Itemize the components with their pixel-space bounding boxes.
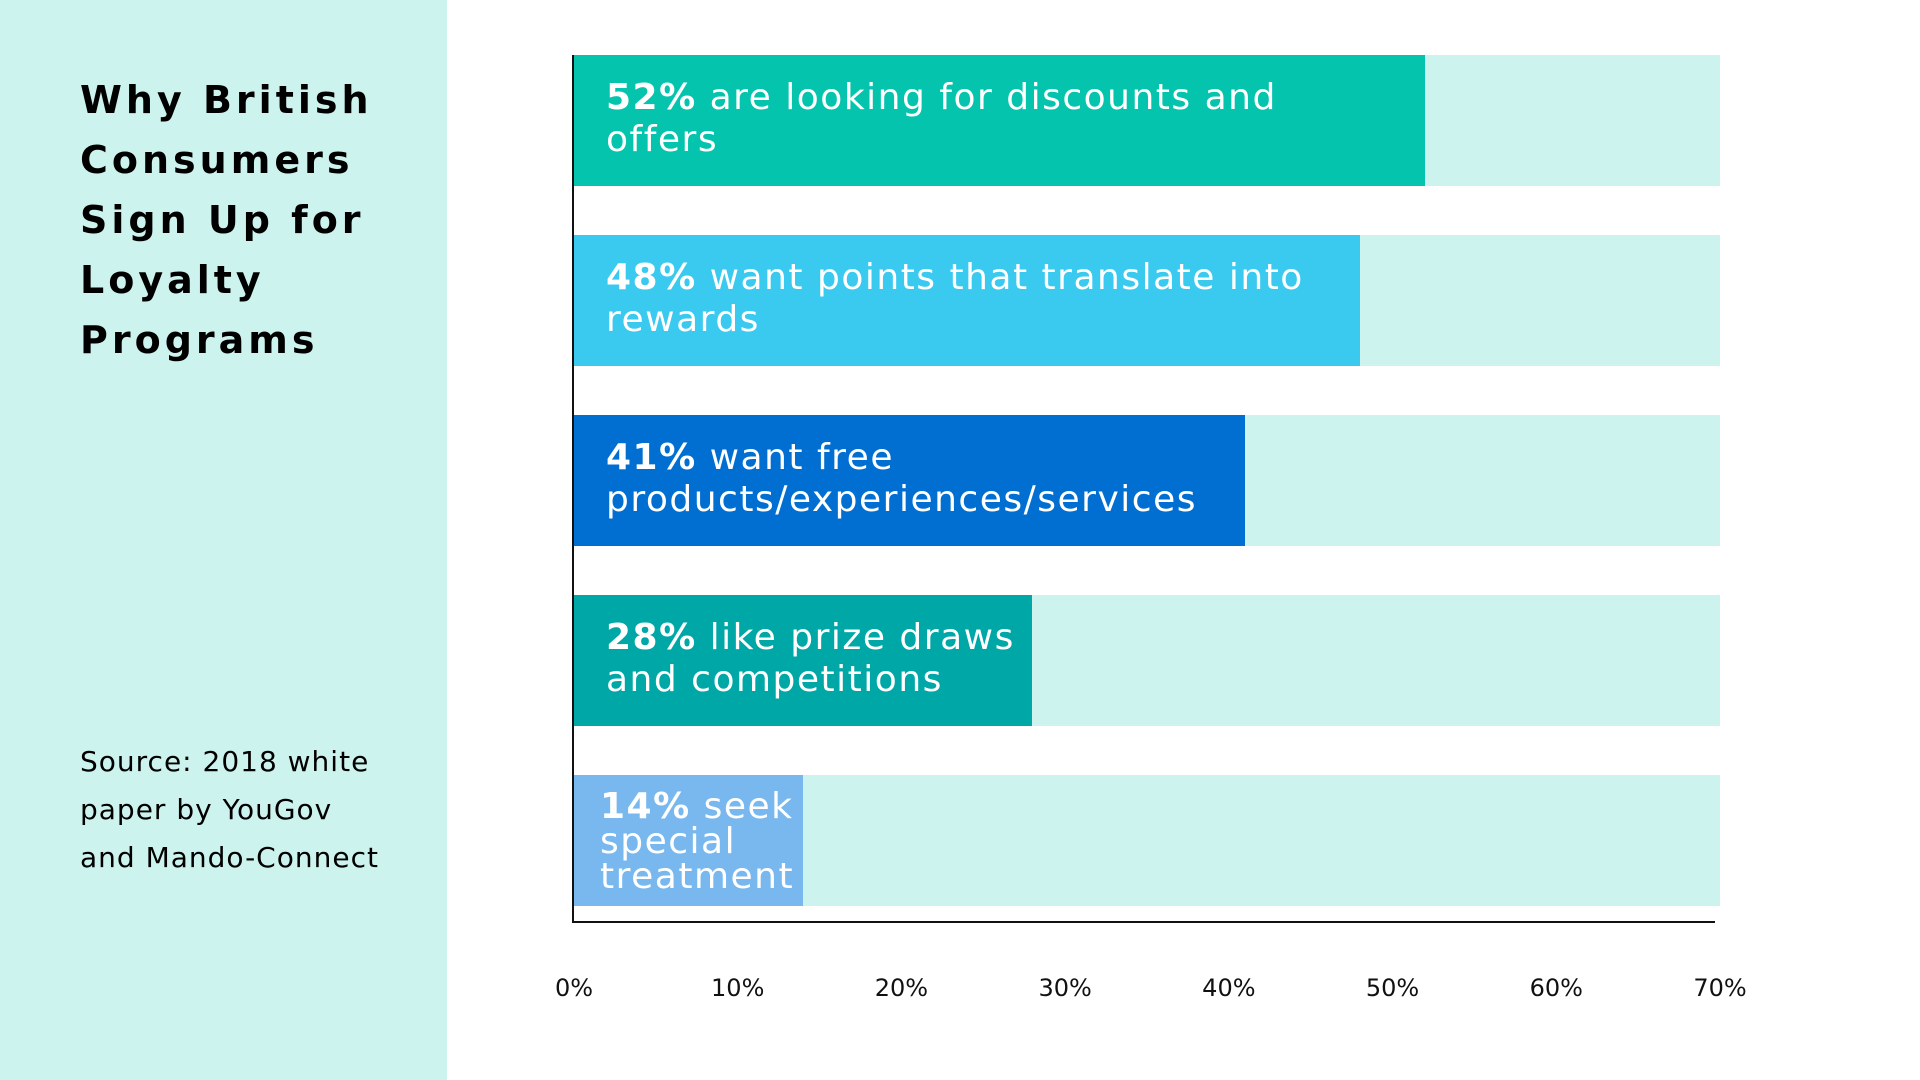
x-tick-label: 10% [711, 974, 765, 1002]
x-tick-label: 60% [1529, 974, 1583, 1002]
bar-label: 52% are looking for discounts and offers [606, 77, 1326, 161]
bar-text: want free products/experiences/services [606, 437, 1197, 520]
bar-label: 41% want free products/experiences/servi… [606, 437, 1326, 521]
bar [574, 415, 1246, 546]
x-tick-label: 50% [1365, 974, 1420, 1002]
bar-percent: 14% [600, 786, 691, 827]
title-panel: Why British Consumers Sign Up for Loyalt… [0, 0, 447, 1080]
x-tick-label: 40% [1202, 974, 1256, 1002]
bar-label: 28% like prize draws and competitions [606, 617, 1026, 701]
x-axis-line [572, 921, 1715, 923]
bar-percent: 52% [606, 77, 697, 118]
x-tick-label: 30% [1038, 974, 1092, 1002]
chart-title: Why British Consumers Sign Up for Loyalt… [80, 78, 373, 362]
bar-percent: 41% [606, 437, 697, 478]
bar-label: 14% seek special treatment [600, 786, 810, 897]
source-note: Source: 2018 white paper by YouGov and M… [80, 745, 379, 874]
x-tick-label: 70% [1693, 974, 1747, 1002]
x-tick-label: 0% [554, 974, 594, 1002]
bar [574, 595, 1033, 726]
bar [574, 55, 1426, 186]
y-axis-line [572, 55, 574, 923]
bar-text: like prize draws and competitions [606, 617, 1015, 700]
bar-text: seek special treatment [600, 786, 795, 897]
bar [574, 235, 1360, 366]
bar [574, 775, 804, 906]
bar-text: want points that translate into rewards [606, 257, 1304, 340]
bar-percent: 48% [606, 257, 697, 298]
bar-percent: 28% [606, 617, 697, 658]
bar-text: are looking for discounts and offers [606, 77, 1277, 160]
x-tick-label: 20% [874, 974, 929, 1002]
bar-label: 48% want points that translate into rewa… [606, 257, 1326, 341]
